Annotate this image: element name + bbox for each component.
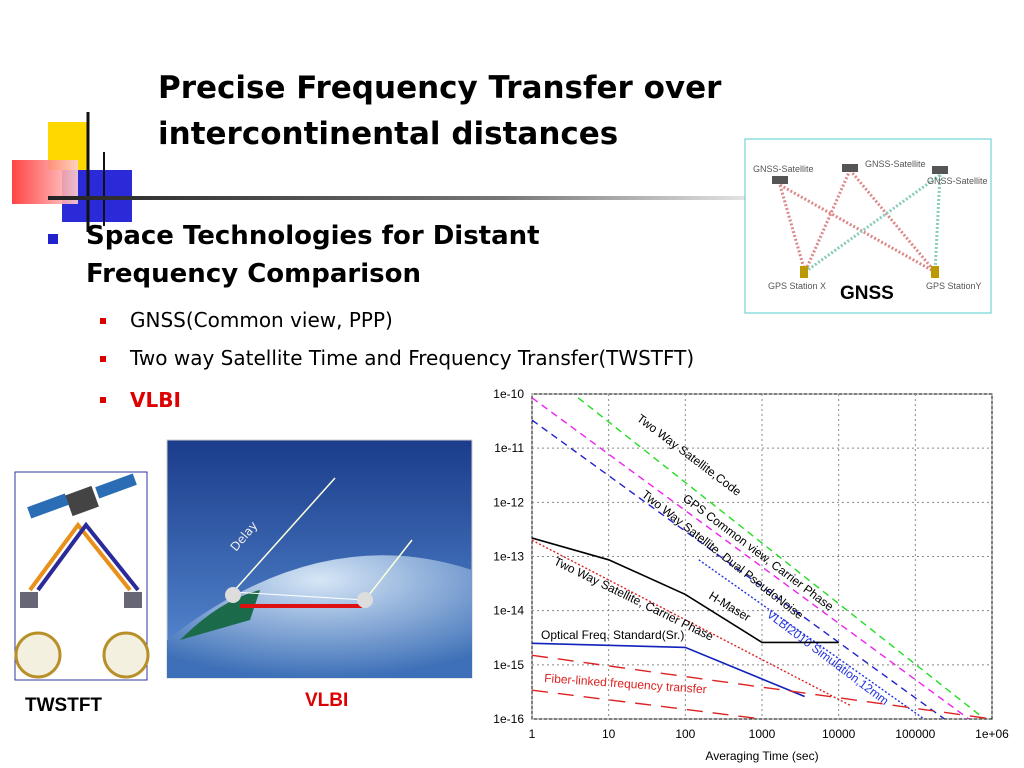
twstft-figure: TWSTFT	[14, 471, 150, 716]
y-tick-label: 1e-13	[493, 550, 524, 564]
satellite-label: GNSS-Satellite	[865, 159, 926, 169]
y-tick-label: 1e-14	[493, 604, 524, 618]
series-line	[698, 559, 925, 719]
station-label: GPS StationY	[926, 281, 982, 291]
series-line	[532, 397, 970, 719]
x-axis-label: Averaging Time (sec)	[705, 749, 818, 763]
chart: Averaging Time (sec) 1 10 100 1000 10000 1000…	[493, 387, 1009, 763]
satellite-label: GNSS-Satellite	[753, 164, 814, 174]
vlbi-figure: Delay VLBI	[166, 439, 473, 711]
title-line: intercontinental distances	[158, 116, 618, 152]
x-tick-label: 1000	[749, 727, 776, 741]
y-tick-label: 1e-16	[493, 712, 524, 726]
decoration	[12, 112, 808, 232]
y-tick-label: 1e-12	[493, 495, 524, 509]
figure-caption: GNSS	[840, 283, 894, 304]
bullet: Two way Satellite Time and Frequency Tra…	[129, 346, 694, 370]
sub-bullet-marker	[100, 318, 106, 324]
series-line	[577, 397, 986, 719]
bullet: VLBI	[130, 388, 181, 412]
x-tick-label: 10	[602, 727, 616, 741]
x-tick-label: 1	[529, 727, 536, 741]
series-line	[532, 689, 763, 719]
figure-caption: VLBI	[305, 690, 348, 711]
series-line	[532, 419, 945, 719]
sub-bullet-marker	[100, 397, 106, 403]
heading-line: Frequency Comparison	[86, 259, 421, 289]
x-tick-label: 100000	[895, 727, 935, 741]
bullet: GNSS(Common view, PPP)	[130, 308, 393, 332]
series-line	[532, 642, 805, 698]
series-line	[532, 537, 839, 644]
bullet-marker	[48, 234, 58, 244]
heading-line: Space Technologies for Distant	[86, 221, 540, 251]
x-tick-label: 10000	[822, 727, 856, 741]
gnss-figure: GNSS-Satellite GNSS-Satellite GNSS-Satel…	[744, 138, 992, 314]
y-tick-label: 1e-11	[494, 441, 524, 455]
y-tick-label: 1e-10	[493, 387, 524, 401]
series-label: Optical Freq. Standard(Sr.)	[541, 628, 684, 642]
station-label: GPS Station X	[768, 281, 826, 291]
sub-bullet-marker	[100, 356, 106, 362]
satellite-label: GNSS-Satellite	[927, 176, 988, 186]
figure-caption: TWSTFT	[25, 695, 102, 716]
y-tick-label: 1e-15	[493, 658, 524, 672]
title-line: Precise Frequency Transfer over	[158, 70, 722, 106]
x-tick-label: 1e+06	[975, 727, 1009, 741]
x-tick-label: 100	[675, 727, 695, 741]
